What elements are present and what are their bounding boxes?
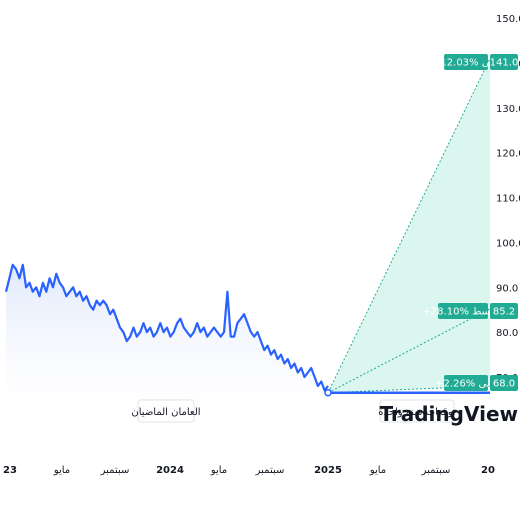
y-tick-label: 90.0 bbox=[496, 283, 518, 294]
history-period-label: العامان الماضيان bbox=[131, 407, 200, 418]
forecast-low-percent: +2.26% أدنى bbox=[435, 377, 497, 390]
forecast-low-line bbox=[327, 385, 491, 394]
x-tick-label: سبتمبر bbox=[255, 465, 285, 476]
x-tick-label: 2024 bbox=[156, 465, 184, 476]
x-tick-label: مايو bbox=[210, 465, 227, 476]
y-tick-label: 110.0 bbox=[496, 194, 520, 205]
forecast-high-percent: +112.03% أقصى bbox=[426, 56, 507, 69]
x-tick-label: مايو bbox=[53, 465, 70, 476]
y-tick-label: 150.0 bbox=[496, 14, 520, 25]
forecast-average-value: 85.2 bbox=[493, 307, 515, 318]
tradingview-logo: TradingView bbox=[379, 402, 518, 426]
forecast-low-value: 68.0 bbox=[493, 379, 515, 390]
x-tick-label: 2025 bbox=[314, 465, 342, 476]
y-tick-label: 100.0 bbox=[496, 238, 520, 249]
forecast-high-tag: +112.03% أقصى 141.0 bbox=[426, 54, 519, 70]
forecast-average-percent: +28.10% متوسط bbox=[422, 307, 503, 318]
y-tick-label: 130.0 bbox=[496, 104, 520, 115]
forecast-average-tag: +28.10% متوسط 85.2 bbox=[422, 303, 518, 319]
x-tick-label: مايو bbox=[369, 465, 386, 476]
x-tick-label: 20 bbox=[481, 465, 495, 476]
forecast-average-line bbox=[327, 308, 491, 394]
forecast-high-line bbox=[327, 58, 491, 393]
current-price-dot bbox=[324, 388, 332, 397]
y-tick-label: 120.0 bbox=[496, 149, 520, 160]
x-tick-label: 23 bbox=[3, 465, 17, 476]
x-tick-label: سبتمبر bbox=[100, 465, 130, 476]
forecast-high-value: 141.0 bbox=[490, 58, 519, 69]
forecast-period-label: توقعات سنة واحدة bbox=[378, 407, 456, 418]
history-line bbox=[4, 263, 329, 392]
forecast-low-tag: +2.26% أدنى 68.0 bbox=[435, 375, 518, 391]
x-tick-label: سبتمبر bbox=[421, 465, 451, 476]
y-tick-label: 80.0 bbox=[496, 328, 518, 339]
history-area bbox=[6, 264, 328, 420]
x-axis: 23 مايو سبتمبر 2024 مايو سبتمبر 2025 مايو سبتمبر… bbox=[3, 465, 495, 476]
history-period-label-box: العامان الماضيان bbox=[131, 399, 201, 423]
forecast-period-label-box: توقعات سنة واحدة bbox=[378, 399, 456, 423]
